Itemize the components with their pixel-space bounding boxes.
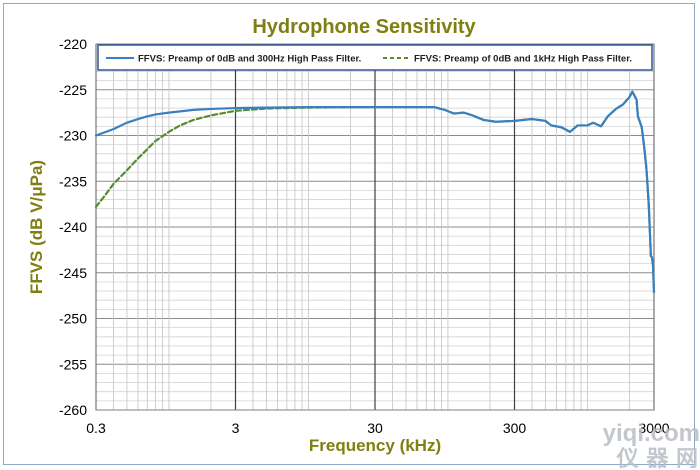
y-tick-label: -235 [59,173,87,189]
y-tick-label: -230 [59,128,87,144]
y-tick-label: -260 [59,402,87,418]
grid [95,43,655,411]
x-tick-label: 30 [367,420,383,436]
y-tick-label: -250 [59,311,87,327]
y-tick-label: -240 [59,219,87,235]
y-tick-label: -220 [59,36,87,52]
tick-labels: -220 -225 -230 -235 -240 -245 -250 -255 -260 0.3 3… [59,36,670,436]
y-tick-label: -255 [59,356,87,372]
x-tick-label: 3000 [638,420,669,436]
y-tick-label: -245 [59,265,87,281]
legend-label-series-2: FFVS: Preamp of 0dB and 1kHz High Pass F… [414,54,632,65]
x-tick-label: 0.3 [86,420,106,436]
watermark-text: yiqi.com [603,420,700,447]
series-group [94,90,656,294]
x-tick-label: 3 [232,420,240,436]
watermark-text-cn: 仪 器 网 [616,447,698,470]
legend: FFVS: Preamp of 0dB and 300Hz High Pass … [97,44,653,71]
series-line-1 [94,90,656,294]
y-tick-label: -225 [59,82,87,98]
plot-area [95,43,655,411]
x-axis-title: Frequency (kHz) [309,436,441,455]
chart-frame [3,3,695,465]
legend-label-series-1: FFVS: Preamp of 0dB and 300Hz High Pass … [138,54,361,65]
chart-title: Hydrophone Sensitivity [252,16,476,38]
legend-box [97,44,653,71]
x-tick-label: 300 [503,420,527,436]
y-axis-title: FFVS (dB V/μPa) [27,160,46,294]
